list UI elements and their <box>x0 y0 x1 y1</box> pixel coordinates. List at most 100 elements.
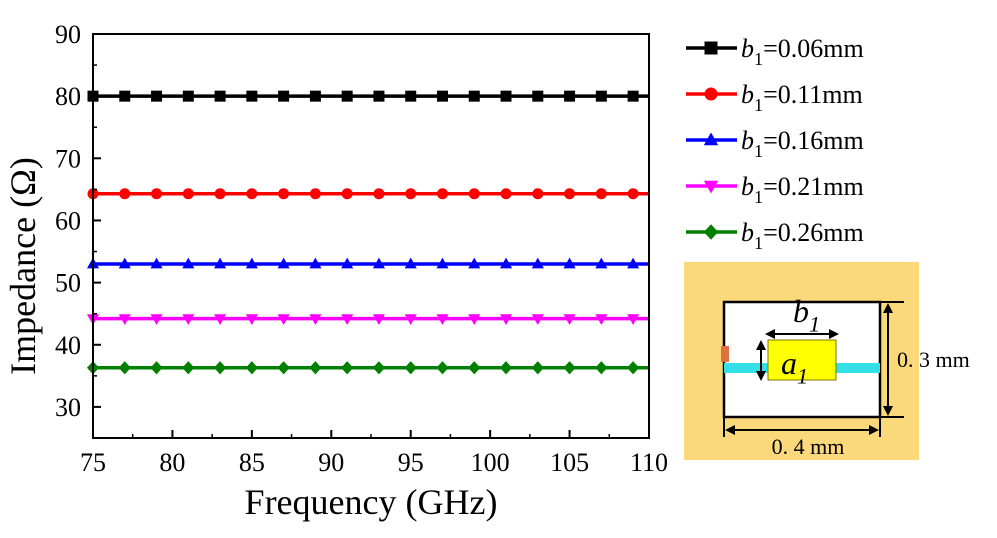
axes: 30 40 50 60 70 80 90 75 80 85 90 95 100 105 110 <box>55 20 668 477</box>
legend-marker <box>704 87 718 101</box>
a1-label: a1 <box>781 345 808 389</box>
data-point <box>436 314 449 325</box>
data-point <box>118 257 131 269</box>
data-point <box>182 90 194 102</box>
series-b1=0.26mm <box>86 361 649 375</box>
legend-item: b1=0.16mm <box>686 126 864 161</box>
data-point <box>119 90 131 102</box>
data-point <box>341 257 354 269</box>
y-tick-label: 30 <box>55 393 81 422</box>
data-point <box>309 314 322 325</box>
y-tick-label: 40 <box>55 331 81 360</box>
data-point <box>150 257 163 269</box>
legend-marker <box>704 41 718 55</box>
data-point <box>372 257 385 269</box>
data-point <box>436 90 448 102</box>
x-tick-label: 80 <box>159 448 185 477</box>
data-point <box>118 314 131 325</box>
data-point <box>151 188 163 200</box>
data-point <box>277 361 290 375</box>
series-b1=0.06mm <box>87 90 649 102</box>
data-point <box>405 188 417 200</box>
data-point <box>372 361 385 375</box>
data-point <box>150 314 163 325</box>
data-point <box>405 90 417 102</box>
x-tick-label: 100 <box>471 448 510 477</box>
data-point <box>595 188 607 200</box>
data-point <box>246 90 258 102</box>
y-axis-title: Impedance (Ω) <box>3 157 43 375</box>
data-point <box>214 90 226 102</box>
data-point <box>627 257 640 269</box>
port-left-stub <box>721 346 729 362</box>
data-point <box>214 314 227 325</box>
data-point <box>341 361 354 375</box>
data-point <box>214 257 227 269</box>
data-point <box>500 90 512 102</box>
data-point <box>214 188 226 200</box>
arrow-up-icon <box>883 303 893 313</box>
data-point <box>531 361 544 375</box>
data-point <box>531 257 544 269</box>
data-point <box>532 188 544 200</box>
data-point <box>436 361 449 375</box>
data-point <box>277 314 290 325</box>
data-point <box>182 314 195 325</box>
series-layer <box>86 90 649 375</box>
x-tick-label: 105 <box>550 448 589 477</box>
data-point <box>341 90 353 102</box>
legend-item: b1=0.21mm <box>686 172 864 207</box>
data-point <box>563 314 576 325</box>
data-point <box>564 188 576 200</box>
x-tick-label: 90 <box>318 448 344 477</box>
data-point <box>118 361 131 375</box>
arrow-down-icon <box>883 406 893 416</box>
legend-label: b1=0.06mm <box>741 34 864 69</box>
data-point <box>341 188 353 200</box>
data-point <box>563 361 576 375</box>
data-point <box>245 257 258 269</box>
data-point <box>309 257 322 269</box>
data-point <box>531 314 544 325</box>
data-point <box>151 90 163 102</box>
data-point <box>246 188 258 200</box>
data-point <box>468 188 480 200</box>
data-point <box>404 314 417 325</box>
data-point <box>595 90 607 102</box>
data-point <box>563 257 576 269</box>
arrow-right-icon <box>869 425 879 435</box>
legend-marker <box>703 132 719 146</box>
legend-marker <box>703 180 719 194</box>
x-tick-label: 75 <box>80 448 106 477</box>
data-point <box>404 257 417 269</box>
data-point <box>627 314 640 325</box>
data-point <box>119 188 131 200</box>
series-b1=0.11mm <box>87 188 649 200</box>
data-point <box>627 90 639 102</box>
y-tick-label: 90 <box>55 20 81 49</box>
data-point <box>278 188 290 200</box>
b1-label: b1 <box>793 293 820 337</box>
data-point <box>373 188 385 200</box>
data-point <box>309 361 322 375</box>
inset-diagram: a1 b1 0. 3 mm 0. 4 mm <box>684 262 970 460</box>
data-point <box>499 257 513 269</box>
data-point <box>468 257 481 269</box>
width-label: 0. 4 mm <box>772 434 845 459</box>
data-point <box>532 90 544 102</box>
legend-label: b1=0.26mm <box>741 218 864 253</box>
legend-item: b1=0.06mm <box>686 34 864 69</box>
data-point <box>373 90 385 102</box>
data-point <box>468 361 481 375</box>
arrow-right-icon <box>829 329 839 339</box>
data-point <box>468 314 481 325</box>
strip-patch <box>767 339 837 381</box>
data-point <box>564 90 576 102</box>
y-tick-label: 80 <box>55 82 81 111</box>
data-point <box>309 90 321 102</box>
arrow-up-icon <box>756 340 766 350</box>
data-point <box>182 188 194 200</box>
data-point <box>214 361 227 375</box>
legend-label: b1=0.16mm <box>741 126 864 161</box>
